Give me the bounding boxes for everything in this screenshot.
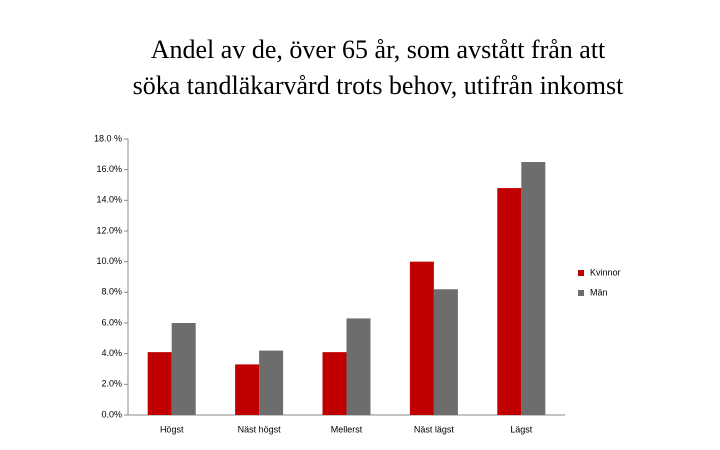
bar bbox=[521, 162, 546, 415]
bar bbox=[235, 364, 260, 415]
bar bbox=[497, 188, 522, 415]
bar bbox=[147, 352, 172, 415]
y-tick-label: 0.0% bbox=[101, 409, 122, 419]
x-tick-label: Högst bbox=[160, 424, 184, 434]
y-tick-label: 2.0% bbox=[101, 379, 122, 389]
bar bbox=[433, 289, 458, 415]
y-tick-label: 18.0 % bbox=[94, 133, 122, 143]
x-tick-label: Näst lägst bbox=[414, 424, 455, 434]
bar bbox=[259, 350, 284, 415]
y-tick-label: 12.0% bbox=[96, 225, 122, 235]
y-tick-label: 14.0% bbox=[96, 195, 122, 205]
legend-label: Kvinnor bbox=[590, 267, 621, 277]
legend-swatch bbox=[578, 290, 584, 296]
chart-title: Andel av de, över 65 år, som avstått frå… bbox=[151, 35, 606, 64]
bar bbox=[171, 323, 196, 415]
y-tick-label: 6.0% bbox=[101, 317, 122, 327]
bar bbox=[409, 261, 434, 415]
legend-label: Män bbox=[590, 287, 608, 297]
x-tick-label: Näst högst bbox=[238, 424, 282, 434]
legend-swatch bbox=[578, 270, 584, 276]
bar bbox=[322, 352, 347, 415]
y-tick-label: 8.0% bbox=[101, 287, 122, 297]
y-tick-label: 4.0% bbox=[101, 348, 122, 358]
x-tick-label: Mellerst bbox=[331, 424, 363, 434]
x-tick-label: Lägst bbox=[510, 424, 533, 434]
y-tick-label: 16.0% bbox=[96, 164, 122, 174]
bar bbox=[346, 318, 371, 415]
y-tick-label: 10.0% bbox=[96, 256, 122, 266]
chart-title: söka tandläkarvård trots behov, utifrån … bbox=[133, 71, 625, 100]
